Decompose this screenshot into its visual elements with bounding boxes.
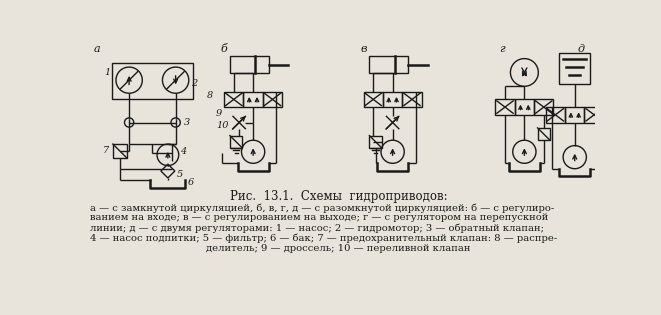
Bar (515, 100, 534, 115)
Bar (383, 92, 403, 107)
Bar (403, 92, 422, 107)
Text: б: б (221, 44, 227, 54)
Bar (263, 92, 282, 107)
Text: 9: 9 (216, 109, 222, 118)
Bar (243, 92, 263, 107)
Bar (534, 100, 553, 115)
Text: 4 — насос подпитки; 5 — фильтр; 6 — бак; 7 — предохранительный клапан: 8 — распр: 4 — насос подпитки; 5 — фильтр; 6 — бак;… (91, 233, 558, 243)
Bar (369, 135, 382, 148)
Text: Рис.  13.1.  Схемы  гидроприводов:: Рис. 13.1. Схемы гидроприводов: (229, 190, 447, 203)
Bar (364, 92, 383, 107)
Text: 10: 10 (216, 121, 229, 130)
Text: а: а (93, 44, 100, 54)
Bar (559, 53, 590, 84)
Text: 7: 7 (102, 146, 109, 156)
Bar (230, 135, 243, 148)
Bar (230, 56, 268, 73)
Text: 2: 2 (191, 79, 198, 89)
Text: делитель; 9 — дроссель; 10 — переливной клапан: делитель; 9 — дроссель; 10 — переливной … (206, 243, 471, 253)
Bar (113, 144, 127, 158)
Bar (546, 107, 565, 123)
Bar (112, 63, 194, 100)
Bar (584, 107, 603, 123)
Text: а — с замкнутой циркуляцией, б, в, г, д — с разомкнутой циркуляцией: б — с регул: а — с замкнутой циркуляцией, б, в, г, д … (91, 203, 555, 213)
Bar (565, 107, 584, 123)
Text: г: г (500, 44, 505, 54)
Text: 1: 1 (104, 68, 110, 77)
Text: линии; д — с двумя регуляторами: 1 — насос; 2 — гидромотор; 3 — обратный клапан;: линии; д — с двумя регуляторами: 1 — нас… (91, 223, 545, 233)
Text: ванием на входе; в — с регулированием на выходе; г — с регулятором на перепускно: ванием на входе; в — с регулированием на… (91, 214, 549, 222)
Bar (224, 92, 243, 107)
Text: 8: 8 (207, 91, 213, 100)
Bar (537, 128, 550, 140)
Text: 3: 3 (183, 118, 190, 127)
Text: 6: 6 (187, 178, 194, 187)
Text: д: д (577, 44, 584, 54)
Text: 4: 4 (180, 147, 186, 156)
Text: 5: 5 (177, 170, 183, 179)
Bar (495, 100, 515, 115)
Bar (369, 56, 408, 73)
Text: в: в (360, 44, 367, 54)
